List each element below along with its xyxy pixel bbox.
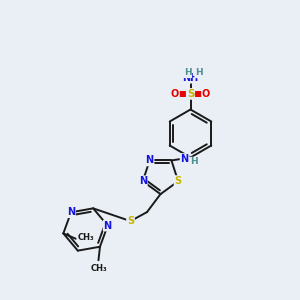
Text: N: N: [146, 155, 154, 166]
Text: H: H: [190, 158, 197, 166]
Text: N: N: [103, 220, 112, 231]
Text: S: S: [187, 89, 194, 99]
Text: H: H: [195, 68, 203, 77]
Text: N: N: [181, 154, 189, 164]
Text: O: O: [202, 89, 210, 99]
Text: CH₃: CH₃: [77, 233, 94, 242]
Text: S: S: [175, 176, 182, 186]
Text: N: N: [67, 207, 75, 217]
Text: O: O: [171, 89, 179, 99]
Text: S: S: [127, 216, 134, 226]
Text: S: S: [175, 176, 182, 186]
Text: NH: NH: [182, 73, 199, 83]
Text: CH₃: CH₃: [90, 264, 107, 273]
Text: N: N: [139, 176, 147, 186]
Text: H: H: [184, 68, 191, 77]
